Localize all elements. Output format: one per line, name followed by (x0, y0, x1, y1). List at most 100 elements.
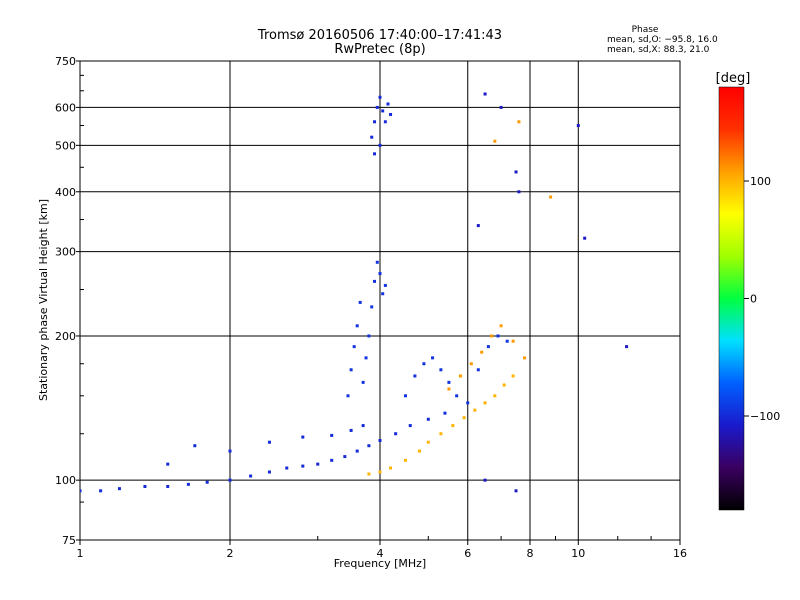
echo-point (447, 380, 451, 384)
echo-point (361, 424, 365, 428)
echo-point (625, 345, 629, 349)
echo-point (493, 394, 497, 398)
echo-point (549, 195, 553, 199)
gridlines (80, 61, 680, 540)
echo-point (483, 92, 487, 96)
echo-point (381, 109, 385, 113)
phase-stats-o: mean, sd,O: −95.8, 16.0 (607, 35, 718, 45)
colorbar-ticks: 100 0 −100 (744, 175, 780, 423)
echo-point (523, 356, 527, 360)
echo-point (367, 334, 371, 338)
x-axis-ticks: 1 2 4 6 8 10 16 (77, 536, 687, 560)
echo-point (316, 462, 320, 466)
echo-point (301, 464, 305, 468)
colorbar-label: [deg] (716, 71, 751, 86)
colorbar-tick-label: 0 (750, 293, 757, 306)
echo-point (370, 305, 374, 309)
plot-area: 1 2 4 6 8 10 16 75 100 200 300 400 500 600 750 (55, 55, 687, 560)
echo-point (349, 368, 353, 372)
echo-point (480, 350, 484, 354)
y-tick-label: 100 (55, 474, 76, 487)
echo-point (417, 449, 421, 453)
x-tick-label: 4 (377, 547, 384, 560)
echo-point (462, 416, 466, 420)
echo-point (346, 394, 350, 398)
echo-point (330, 433, 334, 437)
x-tick-label: 6 (464, 547, 471, 560)
echo-point (370, 135, 374, 139)
echo-point (364, 356, 368, 360)
y-tick-label: 200 (55, 330, 76, 343)
echo-point (355, 324, 359, 328)
echo-point (403, 394, 407, 398)
echo-point (511, 374, 515, 378)
y-tick-label: 500 (55, 139, 76, 152)
echo-point (514, 489, 518, 493)
x-tick-label: 8 (527, 547, 534, 560)
echo-point (355, 449, 359, 453)
echo-point (361, 380, 365, 384)
echo-point (349, 428, 353, 432)
echo-point (373, 152, 377, 156)
echo-point (228, 449, 232, 453)
phase-stats-x: mean, sd,X: 88.3, 21.0 (607, 45, 710, 55)
echo-point (413, 374, 417, 378)
colorbar-tick-label: 100 (750, 175, 771, 188)
echo-point (186, 482, 190, 486)
echo-point (466, 401, 470, 405)
y-axis-ticks: 75 100 200 300 400 500 600 750 (55, 55, 84, 547)
echo-point (422, 362, 426, 366)
echo-point (483, 478, 487, 482)
echo-point (205, 480, 209, 484)
echo-point (267, 470, 271, 474)
echo-point (378, 272, 382, 276)
x-axis-label: Frequency [MHz] (334, 557, 426, 570)
echo-point (486, 345, 490, 349)
echo-point (439, 432, 443, 436)
y-tick-label: 300 (55, 246, 76, 259)
echo-point (431, 356, 435, 360)
echo-point (228, 478, 232, 482)
echo-point (343, 455, 347, 459)
echo-point (330, 458, 334, 462)
x-tick-label: 2 (227, 547, 234, 560)
echo-point (389, 466, 393, 470)
echo-point (193, 444, 197, 448)
x-tick-label: 10 (571, 547, 585, 560)
echo-point (473, 408, 477, 412)
echo-point (505, 339, 509, 343)
echo-point (483, 401, 487, 405)
y-tick-label: 400 (55, 186, 76, 199)
echo-point (517, 190, 521, 194)
echo-point (426, 417, 430, 421)
echo-point (383, 283, 387, 287)
echo-point (378, 470, 382, 474)
echo-point (426, 440, 430, 444)
echo-point (511, 339, 515, 343)
echo-point (514, 170, 518, 174)
echo-point (375, 260, 379, 264)
colorbar: [deg] 100 0 −100 (716, 71, 780, 511)
echo-point (166, 462, 170, 466)
echo-point (373, 120, 377, 124)
y-tick-label: 750 (55, 55, 76, 68)
x-tick-label: 1 (77, 547, 84, 560)
echo-point (451, 424, 455, 428)
echo-point (166, 484, 170, 488)
chart-subtitle: RwPretec (8p) (334, 42, 425, 57)
echo-point (378, 143, 382, 147)
phase-stats-heading: Phase (632, 25, 659, 35)
echo-point (476, 224, 480, 228)
echo-point (493, 139, 497, 143)
echo-point (403, 458, 407, 462)
y-axis-label: Stationary phase Virtual Height [km] (37, 199, 50, 401)
echo-point (499, 324, 503, 328)
y-tick-label: 75 (62, 534, 76, 547)
echo-point (517, 120, 521, 124)
echo-point (455, 394, 459, 398)
echo-point (458, 374, 462, 378)
echo-point (378, 95, 382, 99)
echo-point (367, 472, 371, 476)
echo-point (386, 102, 390, 106)
